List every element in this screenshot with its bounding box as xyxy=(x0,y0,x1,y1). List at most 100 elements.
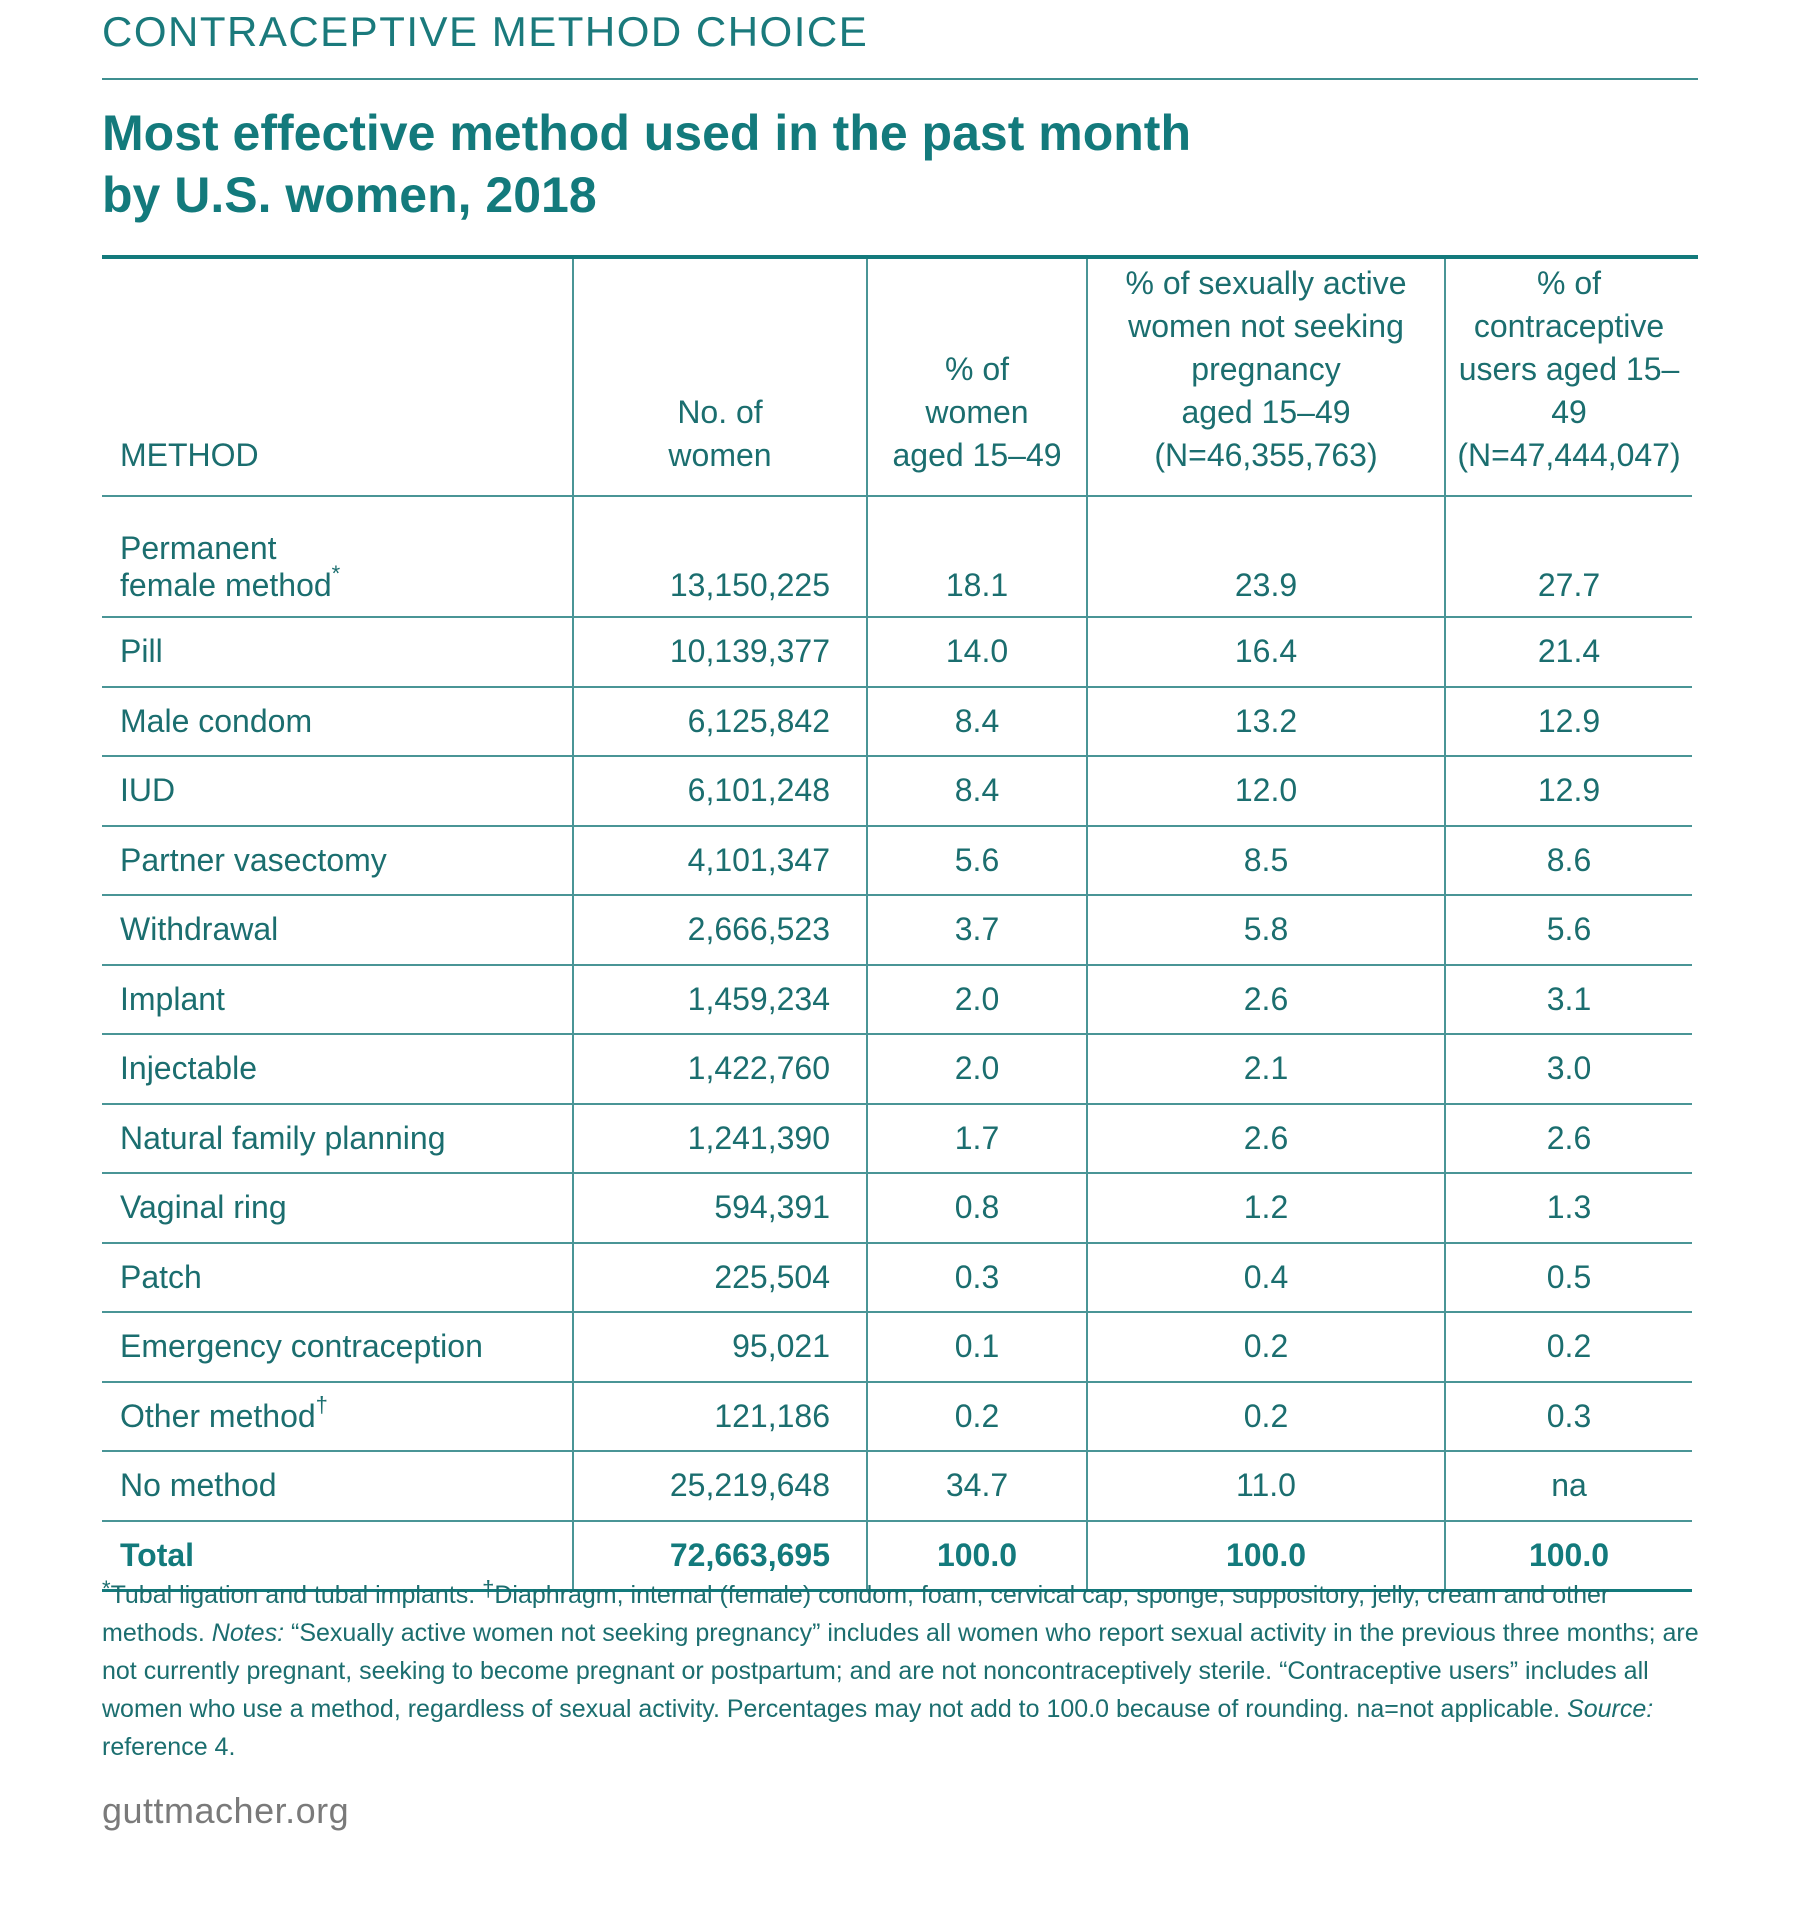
kicker-divider xyxy=(102,78,1698,80)
method-cell: IUD xyxy=(102,756,574,827)
header-pct-active: % of sexually active women not seeking p… xyxy=(1087,259,1446,497)
method-cell: Male condom xyxy=(102,686,574,757)
table-row: No method 25,219,648 34.7 11.0 na xyxy=(102,1451,1692,1522)
pct-active-cell: 8.5 xyxy=(1087,825,1446,896)
footnote: *Tubal ligation and tubal implants. †Dia… xyxy=(102,1576,1702,1766)
pct-women-cell: 3.7 xyxy=(867,895,1088,966)
pct-women-cell: 0.8 xyxy=(867,1173,1088,1244)
pct-women-cell: 0.2 xyxy=(867,1381,1088,1452)
method-cell: Implant xyxy=(102,964,574,1035)
header-line: (N=46,355,763) xyxy=(1154,437,1378,473)
pct-women-cell: 14.0 xyxy=(867,617,1088,688)
header-line: % of xyxy=(1536,265,1602,301)
pct-users-cell: 21.4 xyxy=(1445,617,1692,688)
method-cell: No method xyxy=(102,1451,574,1522)
pct-active-cell: 0.4 xyxy=(1087,1242,1446,1313)
method-cell: Pill xyxy=(102,617,574,688)
header-line: women xyxy=(668,437,772,473)
pct-users-cell: 12.9 xyxy=(1445,686,1692,757)
footnote-text-1: Tubal ligation and tubal implants. xyxy=(110,1581,483,1609)
title-line-2: by U.S. women, 2018 xyxy=(102,167,597,223)
footnote-asterisk: * xyxy=(102,1576,111,1601)
pct-active-cell: 12.0 xyxy=(1087,756,1446,827)
header-line: contraceptive xyxy=(1473,308,1665,344)
pct-users-cell: 27.7 xyxy=(1445,496,1692,618)
header-pct-users: % of contraceptive users aged 15–49 (N=4… xyxy=(1445,259,1692,497)
total-pct-active-cell: 100.0 xyxy=(1087,1520,1446,1592)
table-row: Implant 1,459,234 2.0 2.6 3.1 xyxy=(102,964,1692,1035)
total-row: Total 72,663,695 100.0 100.0 100.0 xyxy=(102,1520,1692,1592)
pct-women-cell: 2.0 xyxy=(867,964,1088,1035)
pct-users-cell: 0.5 xyxy=(1445,1242,1692,1313)
pct-active-cell: 11.0 xyxy=(1087,1451,1446,1522)
notes-text: “Sexually active women not seeking pregn… xyxy=(102,1619,1699,1723)
pct-users-cell: 2.6 xyxy=(1445,1103,1692,1174)
pct-active-cell: 13.2 xyxy=(1087,686,1446,757)
method-cell: Permanent female method* xyxy=(102,496,574,618)
table-row: Emergency contraception 95,021 0.1 0.2 0… xyxy=(102,1312,1692,1383)
table-row: Permanent female method* 13,150,225 18.1… xyxy=(102,496,1692,618)
method-cell: Patch xyxy=(102,1242,574,1313)
pct-users-cell: 12.9 xyxy=(1445,756,1692,827)
method-cell: Emergency contraception xyxy=(102,1312,574,1383)
total-label-cell: Total xyxy=(102,1520,574,1592)
no-women-cell: 2,666,523 xyxy=(573,895,868,966)
pct-women-cell: 2.0 xyxy=(867,1034,1088,1105)
site-url: guttmacher.org xyxy=(102,1790,350,1831)
pct-active-cell: 0.2 xyxy=(1087,1312,1446,1383)
header-pct-women: % of women aged 15–49 xyxy=(867,259,1088,497)
pct-users-cell: 0.2 xyxy=(1445,1312,1692,1383)
pct-active-cell: 1.2 xyxy=(1087,1173,1446,1244)
pct-active-cell: 2.6 xyxy=(1087,1103,1446,1174)
pct-women-cell: 34.7 xyxy=(867,1451,1088,1522)
table-header-row: METHOD No. of women % of women aged 15–4… xyxy=(102,259,1692,497)
footnote-dagger: † xyxy=(482,1576,495,1601)
page-title: Most effective method used in the past m… xyxy=(102,102,1602,226)
table-row: Partner vasectomy 4,101,347 5.6 8.5 8.6 xyxy=(102,825,1692,896)
pct-active-cell: 23.9 xyxy=(1087,496,1446,618)
pct-active-cell: 5.8 xyxy=(1087,895,1446,966)
pct-active-cell: 16.4 xyxy=(1087,617,1446,688)
footnote-text-2: Diaphragm, internal (female) condom, foa… xyxy=(102,1581,1610,1647)
pct-users-cell: 3.1 xyxy=(1445,964,1692,1035)
no-women-cell: 13,150,225 xyxy=(573,496,868,618)
source-label: Source: xyxy=(1567,1695,1654,1723)
no-women-cell: 25,219,648 xyxy=(573,1451,868,1522)
dagger-mark: † xyxy=(315,1391,328,1417)
method-cell: Injectable xyxy=(102,1034,574,1105)
pct-women-cell: 8.4 xyxy=(867,756,1088,827)
header-line: women not seeking xyxy=(1128,308,1404,344)
method-cell: Withdrawal xyxy=(102,895,574,966)
notes-label: Notes: xyxy=(211,1619,285,1647)
header-line: % of sexually active xyxy=(1125,265,1407,301)
header-line: % of xyxy=(944,351,1010,387)
table-row: Other method† 121,186 0.2 0.2 0.3 xyxy=(102,1381,1692,1452)
header-line: aged 15–49 xyxy=(1181,394,1351,430)
pct-active-cell: 2.6 xyxy=(1087,964,1446,1035)
asterisk-mark: * xyxy=(331,561,341,586)
no-women-cell: 121,186 xyxy=(573,1381,868,1452)
method-table: METHOD No. of women % of women aged 15–4… xyxy=(102,259,1692,1592)
no-women-cell: 1,459,234 xyxy=(573,964,868,1035)
pct-users-cell: 8.6 xyxy=(1445,825,1692,896)
header-line: pregnancy xyxy=(1191,351,1341,387)
table-row: Male condom 6,125,842 8.4 13.2 12.9 xyxy=(102,686,1692,757)
total-pct-users-cell: 100.0 xyxy=(1445,1520,1692,1592)
pct-users-cell: 5.6 xyxy=(1445,895,1692,966)
header-no-women: No. of women xyxy=(573,259,868,497)
table-row: Injectable 1,422,760 2.0 2.1 3.0 xyxy=(102,1034,1692,1105)
method-label: Other method xyxy=(120,1397,316,1434)
header-line: women xyxy=(925,394,1029,430)
no-women-cell: 95,021 xyxy=(573,1312,868,1383)
table-row: Pill 10,139,377 14.0 16.4 21.4 xyxy=(102,617,1692,688)
total-no-women-cell: 72,663,695 xyxy=(573,1520,868,1592)
table-row: Withdrawal 2,666,523 3.7 5.8 5.6 xyxy=(102,895,1692,966)
source-text: reference 4. xyxy=(102,1733,236,1761)
table-top-rule xyxy=(102,255,1698,259)
title-line-1: Most effective method used in the past m… xyxy=(102,105,1191,161)
table-row: Vaginal ring 594,391 0.8 1.2 1.3 xyxy=(102,1173,1692,1244)
no-women-cell: 225,504 xyxy=(573,1242,868,1313)
pct-users-cell: 1.3 xyxy=(1445,1173,1692,1244)
no-women-cell: 1,422,760 xyxy=(573,1034,868,1105)
header-line: users aged 15–49 xyxy=(1458,351,1680,430)
